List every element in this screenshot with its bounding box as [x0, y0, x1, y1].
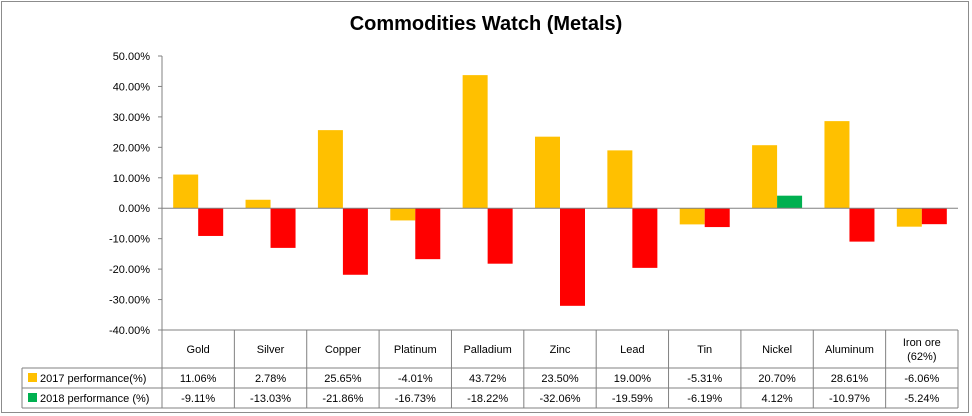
- data-label-2017: -4.01%: [398, 373, 433, 385]
- category-label: (62%): [907, 351, 936, 363]
- data-label-2018: -10.97%: [829, 393, 870, 405]
- bar-2018: [704, 208, 730, 228]
- data-label-2017: -6.06%: [904, 373, 939, 385]
- data-label-2018: -5.24%: [904, 393, 939, 405]
- bar-2017: [390, 208, 416, 221]
- legend-label-2017: 2017 performance(%): [40, 373, 146, 385]
- y-tick-label: 30.00%: [113, 112, 151, 124]
- y-tick-label: 0.00%: [119, 203, 150, 215]
- data-label-2018: -32.06%: [540, 393, 581, 405]
- data-label-2017: -5.31%: [687, 373, 722, 385]
- bar-2018: [415, 208, 441, 260]
- bar-2018: [632, 208, 658, 268]
- data-label-2017: 28.61%: [831, 373, 869, 385]
- bar-2018: [560, 208, 585, 306]
- y-tick-label: -20.00%: [109, 264, 150, 276]
- bar-2018: [198, 208, 224, 236]
- category-label: Tin: [697, 344, 712, 356]
- category-label: Gold: [187, 344, 210, 356]
- category-label: Zinc: [550, 344, 571, 356]
- y-tick-label: -40.00%: [109, 325, 150, 337]
- bar-2018: [487, 208, 513, 264]
- legend-key-2017: [28, 373, 37, 382]
- data-label-2018: 4.12%: [761, 393, 792, 405]
- data-label-2017: 19.00%: [614, 373, 652, 385]
- category-label: Iron ore: [903, 337, 941, 349]
- data-label-2018: -21.86%: [322, 393, 363, 405]
- bar-2017: [607, 150, 633, 209]
- bar-2018: [342, 208, 368, 275]
- data-label-2018: -13.03%: [250, 393, 291, 405]
- y-tick-label: 20.00%: [113, 142, 151, 154]
- data-label-2017: 23.50%: [541, 373, 579, 385]
- category-label: Silver: [257, 344, 285, 356]
- y-tick-label: -30.00%: [109, 295, 150, 307]
- category-label: Platinum: [394, 344, 437, 356]
- bar-2017: [173, 174, 199, 209]
- data-label-2017: 43.72%: [469, 373, 507, 385]
- bar-2018: [270, 208, 296, 248]
- category-label: Nickel: [762, 344, 792, 356]
- bar-2017: [245, 199, 271, 209]
- data-label-2018: -9.11%: [181, 393, 215, 405]
- y-tick-label: 40.00%: [113, 81, 151, 93]
- category-label: Palladium: [463, 344, 511, 356]
- bar-2018: [849, 208, 875, 242]
- data-label-2017: 20.70%: [758, 373, 796, 385]
- category-label: Copper: [325, 344, 361, 356]
- bar-2017: [317, 130, 343, 209]
- data-label-2018: -19.59%: [612, 393, 653, 405]
- category-label: Lead: [620, 344, 644, 356]
- legend-key-2018: [28, 393, 37, 402]
- category-label: Aluminum: [825, 344, 874, 356]
- data-label-2018: -6.19%: [687, 393, 722, 405]
- y-tick-label: -10.00%: [109, 234, 150, 246]
- data-label-2017: 11.06%: [180, 373, 217, 385]
- bar-2018: [921, 208, 947, 225]
- y-tick-label: 50.00%: [113, 51, 151, 63]
- y-tick-label: 10.00%: [113, 173, 151, 185]
- bar-2017: [679, 208, 705, 225]
- data-label-2017: 25.65%: [324, 373, 362, 385]
- bar-2017: [535, 136, 560, 209]
- data-label-2017: 2.78%: [255, 373, 286, 385]
- bar-2018: [777, 195, 803, 209]
- bar-2017: [462, 75, 488, 209]
- bar-2017: [824, 121, 850, 209]
- legend-label-2018: 2018 performance (%): [40, 393, 149, 405]
- bar-2017: [752, 145, 778, 209]
- data-label-2018: -16.73%: [395, 393, 436, 405]
- bar-2017: [896, 208, 922, 227]
- chart-title: Commodities Watch (Metals): [349, 13, 623, 35]
- data-label-2018: -18.22%: [467, 393, 508, 405]
